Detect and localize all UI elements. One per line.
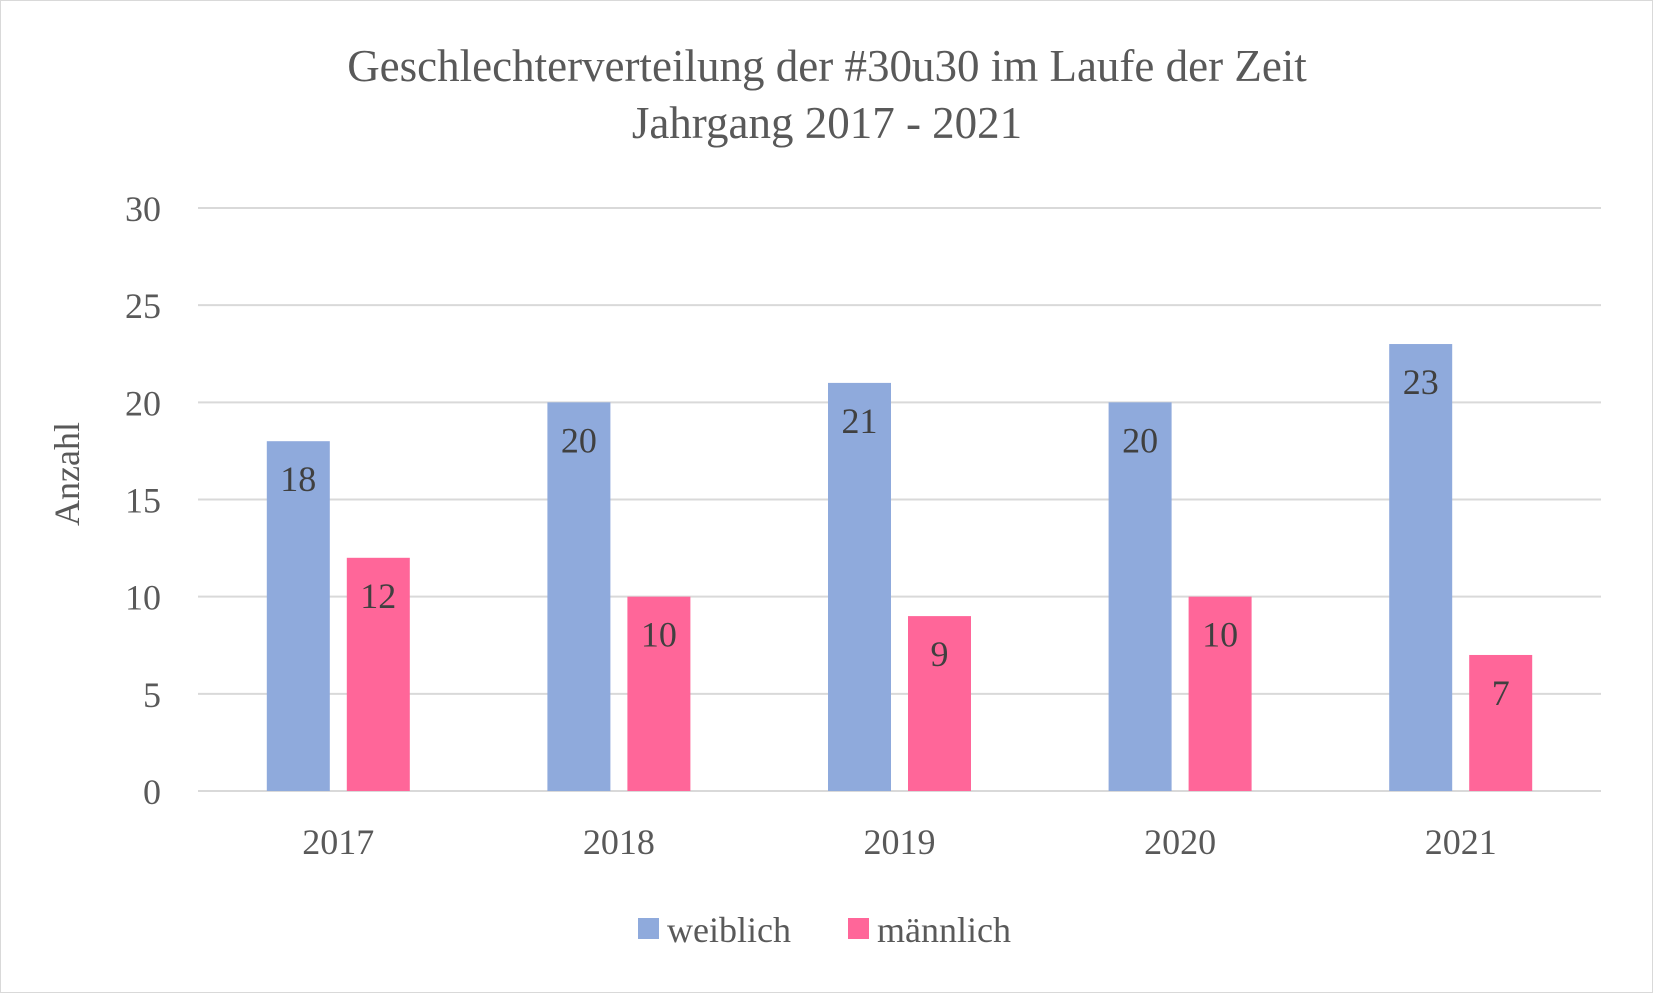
data-label: 18 bbox=[280, 459, 316, 499]
x-tick-label: 2017 bbox=[302, 822, 374, 862]
y-tick-label: 25 bbox=[125, 286, 161, 326]
data-label: 20 bbox=[561, 420, 597, 460]
bar-männlich-2021 bbox=[1469, 654, 1533, 791]
x-tick-label: 2020 bbox=[1144, 822, 1216, 862]
legend-label: männlich bbox=[877, 910, 1011, 950]
y-axis-label: Anzahl bbox=[47, 422, 87, 526]
y-tick-label: 10 bbox=[125, 578, 161, 618]
y-tick-label: 30 bbox=[125, 189, 161, 229]
bar-weiblich-2019 bbox=[828, 382, 891, 791]
data-label: 9 bbox=[931, 634, 949, 674]
data-label: 20 bbox=[1122, 420, 1158, 460]
y-tick-label: 0 bbox=[143, 772, 161, 812]
y-axis-ticks: 0 5 10 15 20 25 30 bbox=[125, 189, 161, 812]
x-tick-label: 2021 bbox=[1425, 822, 1497, 862]
legend-swatch-männlich bbox=[848, 918, 869, 939]
bars bbox=[266, 344, 1533, 791]
data-label: 23 bbox=[1403, 362, 1439, 402]
x-tick-label: 2018 bbox=[583, 822, 655, 862]
gridlines bbox=[198, 207, 1601, 792]
bar-weiblich-2021 bbox=[1389, 344, 1453, 791]
bar-männlich-2019 bbox=[908, 616, 971, 791]
legend: weiblich männlich bbox=[638, 910, 1011, 950]
bar-männlich-2020 bbox=[1188, 596, 1252, 791]
chart-subtitle: Jahrgang 2017 - 2021 bbox=[632, 98, 1022, 148]
bar-weiblich-2020 bbox=[1108, 402, 1172, 791]
y-tick-label: 15 bbox=[125, 481, 161, 521]
x-axis-ticks: 2017 2018 2019 2020 2021 bbox=[302, 822, 1496, 862]
bar-männlich-2017 bbox=[346, 557, 410, 791]
data-label: 21 bbox=[842, 401, 878, 441]
data-labels: 18 12 20 10 21 9 20 10 23 7 bbox=[280, 362, 1509, 713]
chart-title: Geschlechterverteilung der #30u30 im Lau… bbox=[347, 41, 1307, 91]
data-label: 7 bbox=[1492, 673, 1510, 713]
y-tick-label: 5 bbox=[143, 675, 161, 715]
bar-weiblich-2018 bbox=[547, 402, 611, 791]
bar-männlich-2018 bbox=[627, 596, 691, 791]
x-tick-label: 2019 bbox=[864, 822, 936, 862]
bar-weiblich-2017 bbox=[266, 441, 330, 791]
data-label: 10 bbox=[1202, 615, 1238, 655]
y-tick-label: 20 bbox=[125, 383, 161, 423]
legend-label: weiblich bbox=[667, 910, 791, 950]
data-label: 10 bbox=[641, 615, 677, 655]
data-label: 12 bbox=[360, 576, 396, 616]
legend-swatch-weiblich bbox=[638, 918, 659, 939]
